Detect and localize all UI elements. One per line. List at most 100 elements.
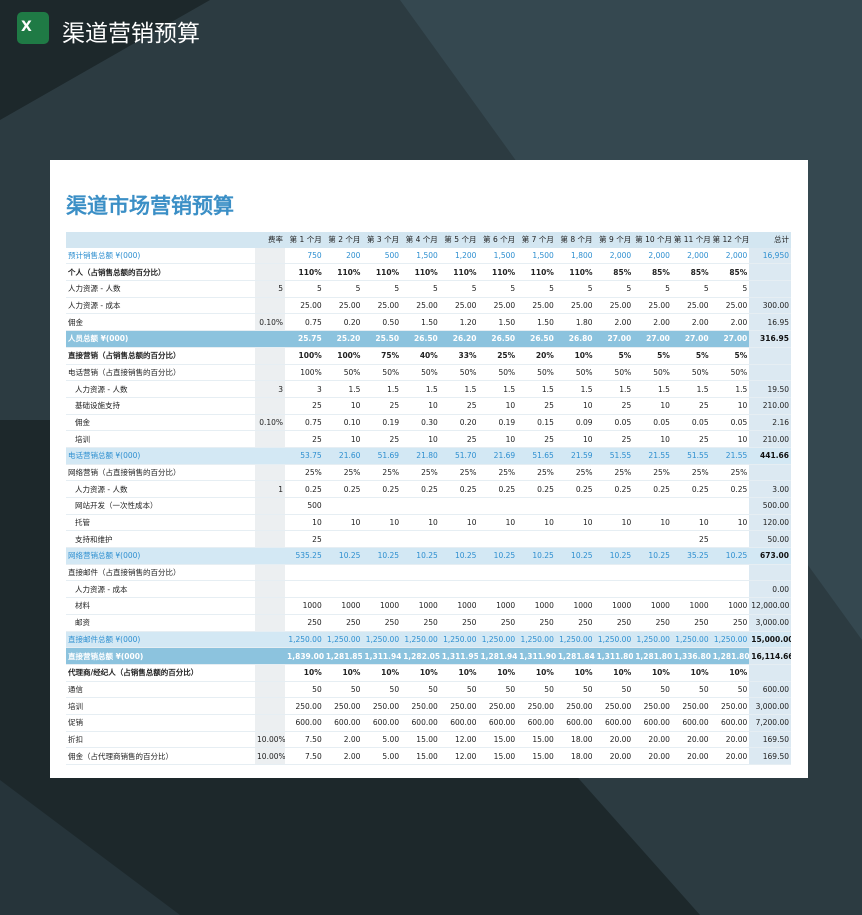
row-label: 直接邮件总额 ¥(000) bbox=[66, 631, 256, 649]
cell: 1,311.95 bbox=[439, 647, 479, 665]
cell: 21.60 bbox=[323, 447, 363, 465]
cell: 1000 bbox=[633, 597, 672, 615]
cell: 25% bbox=[362, 464, 402, 482]
cell: 1,311.94 bbox=[362, 647, 402, 665]
cell: 25.00 bbox=[633, 297, 672, 315]
cell: 5 bbox=[555, 280, 595, 298]
cell: 26.80 bbox=[555, 330, 595, 348]
cell: 21.80 bbox=[401, 447, 440, 465]
cell: 10% bbox=[439, 664, 479, 682]
cell: 1,500 bbox=[517, 247, 556, 265]
cell: 600.00 bbox=[517, 714, 556, 732]
table-row: 人力资源 - 人数 3 3 1.5 1.5 1.5 1.5 1.5 1.5 1.5 1.5 1.5 1.… bbox=[66, 380, 791, 398]
cell bbox=[323, 497, 363, 515]
row-label: 通信 bbox=[66, 681, 256, 699]
cell: 20.00 bbox=[710, 731, 750, 749]
cell: 50% bbox=[671, 364, 711, 382]
cell: 25 bbox=[594, 430, 634, 448]
cell: 5 bbox=[285, 280, 324, 298]
cell: 2,000 bbox=[671, 247, 711, 265]
header-row: 费率第 1 个月第 2 个月第 3 个月第 4 个月第 5 个月第 6 个月第 … bbox=[66, 232, 791, 248]
cell: 50 bbox=[362, 681, 402, 699]
cell bbox=[594, 497, 634, 515]
cell: 673.00 bbox=[749, 547, 791, 565]
cell: 500.00 bbox=[749, 497, 791, 515]
cell: 0.05 bbox=[710, 414, 750, 432]
cell: 25 bbox=[285, 530, 324, 549]
cell: 10 bbox=[478, 430, 518, 448]
cell: 10% bbox=[594, 664, 634, 682]
cell: 25.00 bbox=[439, 297, 479, 315]
cell: 25.00 bbox=[671, 297, 711, 315]
cell: 10 bbox=[633, 397, 672, 415]
table-row: 佣金 0.10% 0.75 0.10 0.19 0.30 0.20 0.19 0.15 0.09 0… bbox=[66, 414, 791, 432]
cell bbox=[749, 664, 791, 682]
cell: 1,281.84 bbox=[555, 647, 595, 665]
cell: 16,950 bbox=[749, 247, 791, 265]
cell: 50% bbox=[633, 364, 672, 382]
cell bbox=[749, 347, 791, 365]
cell bbox=[439, 564, 479, 582]
row-label: 预计销售总额 ¥(000) bbox=[66, 247, 256, 265]
cell: 0.19 bbox=[478, 414, 518, 432]
cell: 250 bbox=[633, 614, 672, 632]
cell: 0.25 bbox=[555, 480, 595, 498]
cell: 50% bbox=[439, 364, 479, 382]
table-row: 直接邮件总额 ¥(000) 1,250.00 1,250.00 1,250.00 1,2… bbox=[66, 631, 791, 649]
cell: 10 bbox=[594, 514, 634, 532]
cell bbox=[255, 347, 286, 365]
cell: 120.00 bbox=[749, 514, 791, 532]
cell: 50% bbox=[323, 364, 363, 382]
cell: 1.5 bbox=[362, 380, 402, 398]
cell bbox=[255, 297, 286, 315]
cell: 50 bbox=[478, 681, 518, 699]
cell: 1,800 bbox=[555, 247, 595, 265]
cell: 25.00 bbox=[710, 297, 750, 315]
cell: 25% bbox=[594, 464, 634, 482]
cell: 20.00 bbox=[594, 747, 634, 765]
cell: 费率 bbox=[255, 232, 286, 248]
cell: 110% bbox=[439, 263, 479, 282]
cell: 25 bbox=[671, 397, 711, 415]
cell: 53.75 bbox=[285, 447, 324, 465]
cell: 26.50 bbox=[517, 330, 556, 348]
table-row: 人员总额 ¥(000) 25.75 25.20 25.50 26.50 26.20 26.5… bbox=[66, 330, 791, 348]
cell bbox=[255, 464, 286, 482]
cell: 7,200.00 bbox=[749, 714, 791, 732]
cell bbox=[255, 514, 286, 532]
cell bbox=[255, 497, 286, 515]
cell: 15.00 bbox=[478, 747, 518, 765]
cell: 1000 bbox=[555, 597, 595, 615]
cell: 50 bbox=[323, 681, 363, 699]
cell: 25 bbox=[671, 430, 711, 448]
cell: 25% bbox=[478, 464, 518, 482]
cell: 5 bbox=[633, 280, 672, 298]
table-row: 培训 25 10 25 10 25 10 25 10 25 10 25 10 210.00 bbox=[66, 430, 791, 448]
cell: 25.00 bbox=[285, 297, 324, 315]
cell: 50% bbox=[555, 364, 595, 382]
cell: 0.05 bbox=[671, 414, 711, 432]
cell: 1.5 bbox=[401, 380, 440, 398]
table-row: 电话营销总额 ¥(000) 53.75 21.60 51.69 21.80 51.70 21… bbox=[66, 447, 791, 465]
cell: 25% bbox=[401, 464, 440, 482]
cell: 250.00 bbox=[555, 697, 595, 715]
cell: 5.00 bbox=[362, 731, 402, 749]
cell: 20.00 bbox=[710, 747, 750, 765]
cell: 2.00 bbox=[671, 313, 711, 332]
cell: 10 bbox=[633, 430, 672, 448]
table-row: 佣金 0.10% 0.75 0.20 0.50 1.50 1.20 1.50 1.50 1.80 2… bbox=[66, 313, 791, 332]
cell bbox=[633, 564, 672, 582]
cell: 500 bbox=[285, 497, 324, 515]
cell bbox=[255, 631, 286, 649]
table-row: 个人（占销售总额的百分比） 110% 110% 110% 110% 110% 110% 110… bbox=[66, 263, 791, 282]
table-row: 基础设施支持 25 10 25 10 25 10 25 10 25 10 25 10 210.00 bbox=[66, 397, 791, 415]
cell bbox=[255, 597, 286, 615]
table-row: 折扣 10.00% 7.50 2.00 5.00 15.00 12.00 15.00 15.00… bbox=[66, 731, 791, 749]
cell: 250.00 bbox=[285, 697, 324, 715]
cell bbox=[323, 580, 363, 599]
cell: 0.75 bbox=[285, 313, 324, 332]
cell: 250.00 bbox=[594, 697, 634, 715]
cell: 10% bbox=[478, 664, 518, 682]
cell: 250 bbox=[671, 614, 711, 632]
cell: 10 bbox=[555, 397, 595, 415]
